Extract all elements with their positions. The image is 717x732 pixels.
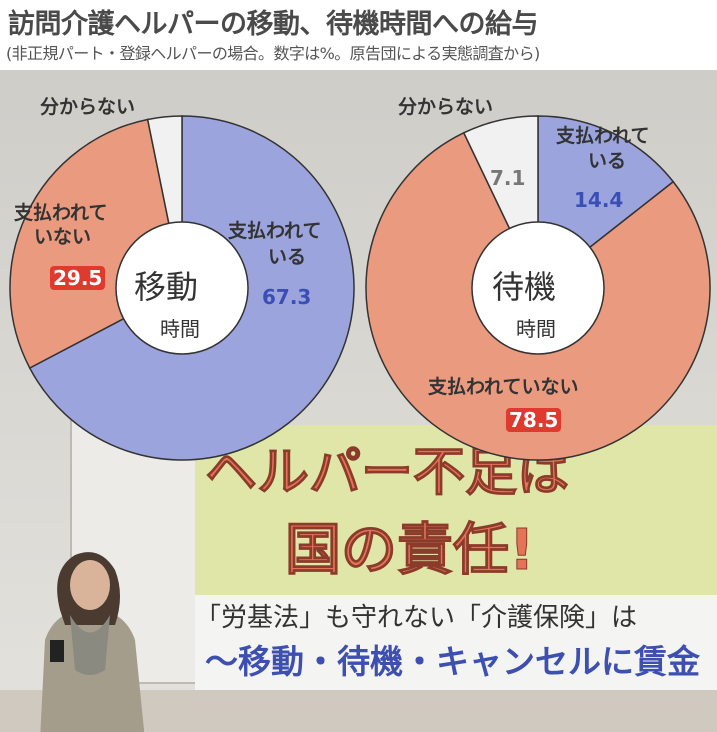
left-label-unpaid-2: いない <box>34 226 92 248</box>
right-center-label-2: 時間 <box>516 317 556 341</box>
right-label-paid-2: いる <box>588 150 627 172</box>
protest-banner: ヘルパー不足は 国の責任! 「労基法」も守れない「介護保険」は 〜移動・待機・キ… <box>195 425 717 690</box>
chart-subtitle: (非正規パート・登録ヘルパーの場合。数字は%。原告団による実態調査から) <box>6 44 540 63</box>
right-value-unknown: 7.1 <box>490 166 526 190</box>
banner-line-4: 〜移動・待機・キャンセルに賃金 <box>205 642 700 681</box>
left-label-unpaid-1: 支払われて <box>14 202 108 224</box>
left-donut-hole <box>115 221 249 355</box>
right-value-paid: 14.4 <box>574 188 624 212</box>
right-label-unpaid: 支払われていない <box>428 376 579 398</box>
right-value-unpaid: 78.5 <box>506 408 562 432</box>
left-label-unknown: 分からない <box>40 96 136 118</box>
left-center-label-1: 移動 <box>134 268 199 306</box>
right-label-paid-1: 支払われて <box>556 125 650 147</box>
banner-line-3: 「労基法」も守れない「介護保険」は <box>195 603 638 633</box>
left-label-paid-1: 支払われて <box>228 220 322 242</box>
speaker-person <box>40 552 145 732</box>
right-label-unknown: 分からない <box>398 96 494 118</box>
right-donut-hole <box>471 221 605 355</box>
left-value-paid: 67.3 <box>262 285 312 309</box>
left-center-label-2: 時間 <box>160 317 200 341</box>
banner-line-2: 国の責任! <box>285 518 536 584</box>
left-value-unpaid: 29.5 <box>50 266 106 290</box>
left-label-paid-2: いる <box>268 246 307 268</box>
right-center-label-1: 待機 <box>492 268 557 306</box>
chart-title: 訪問介護ヘルパーの移動、待機時間への給与 <box>8 9 539 40</box>
